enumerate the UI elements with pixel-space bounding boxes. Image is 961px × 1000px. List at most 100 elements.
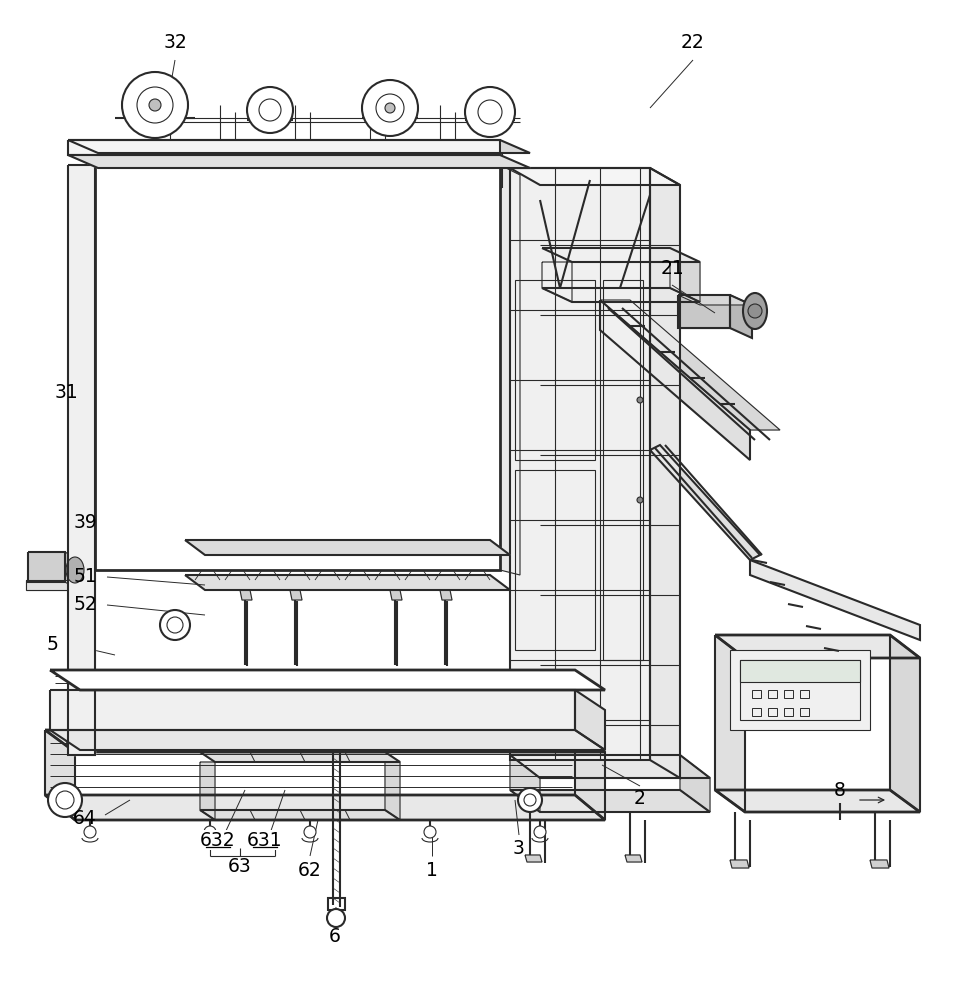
Circle shape [247,87,293,133]
Circle shape [376,94,404,122]
Bar [768,672,777,680]
Polygon shape [680,755,710,812]
Polygon shape [385,762,400,820]
Circle shape [424,826,436,838]
Text: 2: 2 [634,790,646,808]
Polygon shape [200,762,215,820]
Circle shape [48,783,82,817]
Polygon shape [50,670,605,690]
Text: 32: 32 [163,33,186,52]
Bar [800,672,809,680]
Bar [784,672,793,680]
Polygon shape [510,168,680,185]
Circle shape [122,72,188,138]
Circle shape [637,397,643,403]
Polygon shape [50,690,575,730]
Polygon shape [625,855,642,862]
Polygon shape [542,288,700,302]
Text: 31: 31 [54,383,78,402]
Polygon shape [575,690,605,750]
Circle shape [362,80,418,136]
Ellipse shape [743,293,767,329]
Text: 64: 64 [73,808,97,828]
Polygon shape [390,590,402,600]
Polygon shape [95,165,500,570]
Polygon shape [678,295,752,305]
Text: 632: 632 [200,830,235,850]
Polygon shape [500,165,520,575]
Polygon shape [68,155,530,168]
Text: 22: 22 [681,32,704,51]
Polygon shape [45,795,605,820]
Polygon shape [510,755,540,812]
Polygon shape [890,635,920,812]
Circle shape [518,788,542,812]
Polygon shape [715,635,745,812]
Polygon shape [678,295,730,328]
Polygon shape [510,790,710,812]
Bar [730,650,870,730]
Circle shape [56,791,74,809]
Polygon shape [200,810,400,820]
Polygon shape [65,552,75,588]
Circle shape [160,610,190,640]
Bar [603,280,643,660]
Bar [768,708,777,716]
Polygon shape [45,730,605,752]
Polygon shape [510,755,710,778]
Polygon shape [575,730,605,820]
Bar [752,672,761,680]
Polygon shape [525,855,542,862]
Bar [752,690,761,698]
Polygon shape [290,590,302,600]
Polygon shape [730,860,749,868]
Text: 631: 631 [247,830,283,850]
Polygon shape [440,590,452,600]
Bar [752,708,761,716]
Circle shape [259,99,281,121]
Text: 52: 52 [73,595,97,614]
Circle shape [385,103,395,113]
Circle shape [327,909,345,927]
Circle shape [149,99,161,111]
Polygon shape [26,580,68,590]
Polygon shape [200,752,400,762]
Text: 5: 5 [46,636,58,654]
Polygon shape [600,300,780,430]
Text: 1: 1 [426,860,438,880]
Polygon shape [670,262,700,302]
Polygon shape [650,168,680,778]
Text: 51: 51 [73,568,97,586]
Text: 8: 8 [834,780,846,800]
Bar [784,708,793,716]
Polygon shape [715,635,920,658]
Bar [515,470,595,650]
Polygon shape [28,552,65,582]
Text: 3: 3 [513,838,525,857]
Polygon shape [240,590,252,600]
Circle shape [748,304,762,318]
Circle shape [304,826,316,838]
Circle shape [84,826,96,838]
Text: 632: 632 [200,830,235,850]
Bar [328,898,345,910]
Bar [740,660,860,720]
Polygon shape [45,730,75,820]
Polygon shape [542,248,700,262]
Bar [784,690,793,698]
Bar [740,660,860,682]
Text: 39: 39 [73,514,97,532]
Circle shape [524,794,536,806]
Bar [800,690,809,698]
Polygon shape [68,165,95,755]
Polygon shape [730,295,752,338]
Polygon shape [210,505,490,520]
Circle shape [534,826,546,838]
Circle shape [465,87,515,137]
Circle shape [637,497,643,503]
Bar [800,708,809,716]
Polygon shape [870,860,889,868]
Bar [768,690,777,698]
Ellipse shape [66,557,84,583]
Polygon shape [510,168,650,760]
